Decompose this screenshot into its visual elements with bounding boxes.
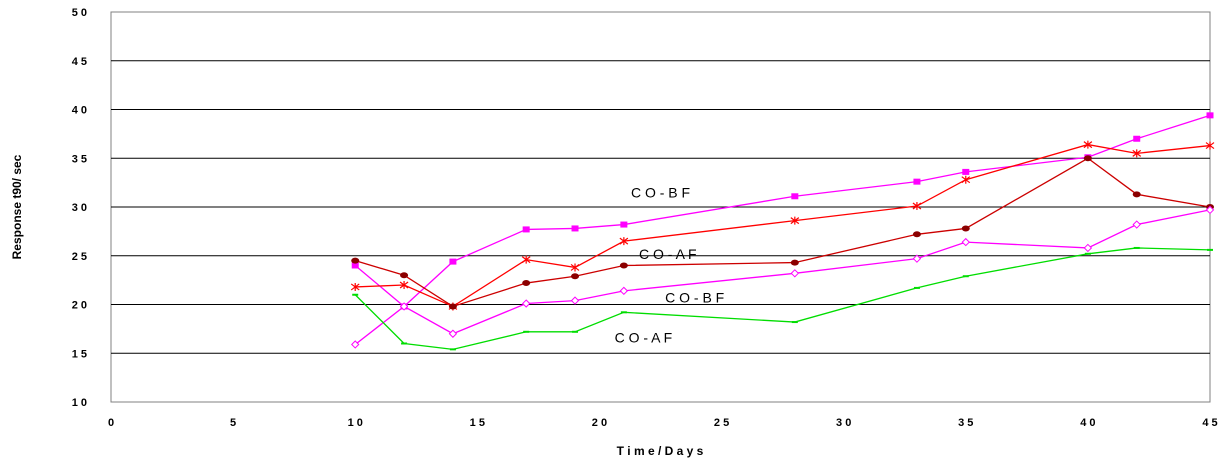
data-point xyxy=(791,193,799,200)
series-line xyxy=(354,114,1211,308)
x-tick-label: 2 0 xyxy=(592,417,607,429)
series-annotation-label: C O - B F xyxy=(631,184,690,200)
series-annotation-label: C O - B F xyxy=(665,290,724,306)
data-point xyxy=(619,262,628,269)
series-line xyxy=(354,247,1211,351)
y-tick-label: 1 5 xyxy=(72,348,87,360)
data-point xyxy=(790,269,800,278)
data-point xyxy=(351,340,360,349)
y-tick-label: 4 0 xyxy=(72,105,87,117)
data-point xyxy=(1083,243,1093,253)
data-point xyxy=(522,280,531,287)
data-point xyxy=(521,255,531,264)
data-point xyxy=(1132,220,1141,229)
y-axis-tick-labels: 1 0 1 5 2 0 2 5 3 0 3 5 4 0 4 5 5 0 xyxy=(72,7,87,409)
data-point xyxy=(619,237,629,246)
y-tick-label: 1 0 xyxy=(72,397,87,409)
annotations: C O - B F C O - A F C O - B F C O - A F xyxy=(615,184,725,345)
series-group xyxy=(350,112,1215,351)
data-point xyxy=(961,225,970,232)
data-point xyxy=(961,237,970,247)
y-tick-label: 4 5 xyxy=(72,56,87,68)
data-point xyxy=(790,216,800,225)
data-point xyxy=(570,263,580,272)
x-tick-label: 3 0 xyxy=(836,417,851,429)
series-4 xyxy=(351,205,1215,349)
data-point xyxy=(1083,140,1093,149)
data-point xyxy=(1205,141,1215,150)
data-point xyxy=(449,258,457,265)
data-point xyxy=(912,231,921,238)
y-tick-label: 2 5 xyxy=(72,251,87,263)
data-point xyxy=(351,257,360,264)
y-tick-label: 2 0 xyxy=(72,300,87,312)
data-point xyxy=(620,221,628,228)
data-point xyxy=(1206,112,1214,119)
data-point xyxy=(522,226,530,233)
data-point xyxy=(790,259,799,266)
data-point xyxy=(448,329,458,338)
data-point xyxy=(1205,205,1215,215)
data-point xyxy=(962,168,970,175)
data-point xyxy=(570,296,580,305)
series-5 xyxy=(352,246,1213,351)
data-point xyxy=(961,175,971,184)
x-tick-label: 4 0 xyxy=(1080,417,1095,429)
y-tick-label: 5 0 xyxy=(72,7,87,19)
series-line xyxy=(354,209,1211,345)
x-axis-title: T i m e / D a y s xyxy=(617,444,704,458)
x-tick-label: 5 xyxy=(230,417,236,429)
x-tick-label: 3 5 xyxy=(958,417,973,429)
x-tick-label: 4 5 xyxy=(1202,417,1217,429)
data-point xyxy=(571,273,580,280)
data-point xyxy=(619,286,629,296)
data-point xyxy=(913,178,921,185)
data-point xyxy=(399,302,409,311)
data-point xyxy=(351,262,359,269)
data-point xyxy=(912,202,922,211)
series-annotation-label: C O - A F xyxy=(615,330,673,346)
x-tick-label: 0 xyxy=(108,417,114,429)
y-tick-label: 3 5 xyxy=(72,153,87,165)
data-point xyxy=(399,281,409,289)
x-axis-tick-labels: 0 5 1 0 1 5 2 0 2 5 3 0 3 5 4 0 4 5 xyxy=(108,417,1218,429)
data-point xyxy=(1133,135,1141,142)
x-tick-label: 1 0 xyxy=(348,417,363,429)
series-3 xyxy=(351,155,1214,310)
data-point xyxy=(1132,149,1142,158)
y-axis-title: Response t90/ sec xyxy=(10,154,24,259)
x-tick-label: 2 5 xyxy=(714,417,729,429)
data-point xyxy=(521,299,531,308)
series-line xyxy=(355,143,1211,308)
data-point xyxy=(1132,191,1141,198)
data-point xyxy=(912,254,922,263)
series-line xyxy=(355,157,1211,308)
series-annotation-label: C O - A F xyxy=(639,246,697,262)
data-point xyxy=(1083,155,1092,162)
data-point xyxy=(448,303,457,310)
data-point xyxy=(350,282,360,291)
data-point xyxy=(400,272,409,279)
data-point xyxy=(571,225,579,232)
y-tick-label: 3 0 xyxy=(72,202,87,214)
gridlines xyxy=(111,60,1210,354)
x-tick-label: 1 5 xyxy=(470,417,485,429)
